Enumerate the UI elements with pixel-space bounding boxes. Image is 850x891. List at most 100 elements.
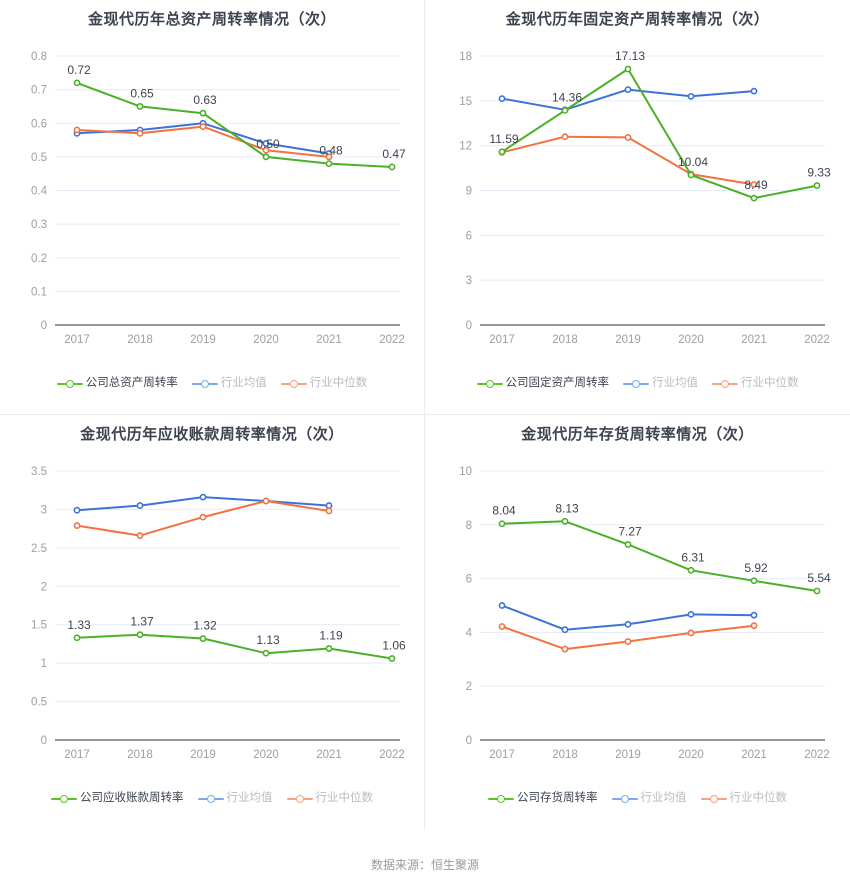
data-point [262, 140, 270, 147]
data-label: 11.59 [489, 132, 518, 146]
data-point [624, 134, 632, 141]
series-line [76, 125, 330, 158]
x-axis-tick-label: 2020 [678, 749, 704, 761]
data-point [136, 129, 144, 137]
data-point [498, 623, 506, 630]
chart-title: 金现代历年总资产周转率情况（次） [87, 11, 336, 28]
y-axis-tick-label: 10 [459, 466, 472, 478]
data-point [262, 497, 270, 505]
series-line [501, 135, 755, 186]
chart-svg: 0 2 4 6 8 10 2017 2018 2019 2020 2021 2022 8.04 8.13 7… [459, 466, 831, 761]
data-point [561, 645, 569, 653]
legend-item[interactable]: 公司总资产周转率 [56, 377, 178, 390]
data-point [73, 126, 81, 134]
data-point [498, 520, 506, 528]
legend-item-label: 行业均值 [640, 792, 687, 804]
x-axis-tick-label: 2019 [190, 334, 216, 346]
chart-legend: 公司存货周转率 行业均值 行业中位数 [425, 792, 850, 805]
data-point [136, 631, 144, 639]
chart-plot: 0 0.5 1 1.5 2 2.5 3 3.5 2017 2018 2019 2020 2021 2022… [0, 415, 424, 830]
data-label: 14.36 [552, 90, 582, 104]
chart-svg: 0 0.5 1 1.5 2 2.5 3 3.5 2017 2018 2019 2020 2021 2022… [31, 466, 406, 761]
x-axis-tick-label: 2020 [253, 749, 279, 761]
legend-item[interactable]: 公司存货周转率 [488, 792, 598, 805]
legend-item[interactable]: 行业中位数 [700, 792, 788, 805]
x-axis-tick-label: 2020 [678, 334, 704, 346]
legend-item[interactable]: 行业均值 [623, 377, 698, 390]
data-point [750, 87, 758, 95]
chart-panel-fixed-asset-turnover: 金现代历年固定资产周转率情况（次） 0 3 6 9 12 15 18 2017 2018 2019… [425, 0, 850, 415]
data-point [750, 611, 758, 619]
data-point [388, 655, 396, 662]
legend-item[interactable]: 行业均值 [611, 792, 687, 805]
legend-marker-icon [488, 793, 514, 804]
y-axis-tick-label: 0.5 [31, 152, 47, 164]
y-axis-tick-label: 8 [466, 520, 472, 532]
legend-item-label: 行业中位数 [729, 792, 788, 804]
legend-item[interactable]: 行业均值 [197, 792, 273, 805]
y-axis-tick-label: 3.5 [31, 466, 47, 478]
data-point [262, 146, 270, 154]
data-point [750, 194, 758, 202]
x-axis-tick-label: 2019 [190, 749, 216, 761]
legend-marker-icon [611, 793, 638, 804]
legend-marker-icon [197, 793, 224, 804]
data-point [624, 65, 632, 73]
legend-item-label: 行业均值 [226, 792, 273, 804]
data-point [73, 79, 81, 87]
legend-marker-icon [476, 378, 503, 389]
legend-item-label: 公司固定资产周转率 [505, 377, 610, 389]
data-point [498, 148, 506, 156]
x-axis-tick-label: 2017 [64, 749, 90, 761]
legend-marker-icon [56, 378, 83, 389]
data-label: 1.13 [256, 633, 280, 647]
data-label: 9.33 [807, 166, 831, 180]
x-axis-tick-label: 2019 [615, 334, 641, 346]
data-label: 0.50 [256, 137, 280, 151]
y-axis-tick-label: 0.2 [31, 253, 47, 265]
legend-item-label: 公司总资产周转率 [85, 377, 178, 389]
x-axis-tick-label: 2017 [64, 334, 90, 346]
data-point [136, 502, 144, 509]
legend-item[interactable]: 行业中位数 [280, 377, 367, 390]
data-point [73, 522, 81, 529]
y-axis-tick-label: 6 [466, 574, 472, 586]
data-point [624, 620, 632, 628]
chart-panel-total-asset-turnover: 金现代历年总资产周转率情况（次） 0 0.1 0.2 0.3 0.4 0.5 0.6 0.7 0… [0, 0, 425, 415]
data-point [325, 153, 333, 161]
data-point [199, 109, 207, 117]
data-point [687, 610, 695, 618]
legend-item[interactable]: 公司应收账款周转率 [51, 792, 184, 805]
x-axis-tick-label: 2022 [804, 334, 830, 346]
legend-item-label: 公司应收账款周转率 [80, 792, 184, 804]
series-line [76, 633, 393, 660]
legend-item-label: 行业均值 [220, 377, 267, 389]
data-point [750, 577, 758, 585]
legend-item[interactable]: 行业均值 [191, 377, 267, 390]
data-point [561, 517, 569, 525]
data-label: 1.19 [319, 629, 343, 643]
data-point [687, 566, 695, 574]
data-point [687, 629, 695, 637]
chart-panel-inventory-turnover: 金现代历年存货周转率情况（次） 0 2 4 6 8 10 2017 2018 2019 2020 2… [425, 415, 850, 830]
data-label: 17.13 [615, 49, 645, 63]
legend-item[interactable]: 行业中位数 [712, 377, 799, 390]
y-axis-tick-label: 2.5 [31, 543, 47, 555]
data-point [750, 181, 758, 188]
data-point [687, 171, 695, 179]
legend-item-label: 公司存货周转率 [517, 792, 598, 804]
legend-item-label: 行业中位数 [315, 792, 374, 804]
legend-marker-icon [623, 378, 649, 389]
y-axis-tick-label: 0 [466, 320, 472, 332]
data-point [325, 507, 333, 515]
data-source-footer: 数据来源：恒生聚源 [370, 858, 479, 872]
y-axis-tick-label: 0.4 [31, 186, 48, 198]
chart-legend: 公司应收账款周转率 行业均值 行业中位数 [0, 792, 424, 805]
data-point [624, 541, 632, 548]
legend-item[interactable]: 行业中位数 [286, 792, 374, 805]
data-label: 0.48 [319, 144, 343, 158]
series-line [501, 624, 755, 651]
y-axis-tick-label: 3 [466, 275, 472, 287]
legend-marker-icon [280, 378, 307, 389]
legend-item[interactable]: 公司固定资产周转率 [476, 377, 610, 390]
